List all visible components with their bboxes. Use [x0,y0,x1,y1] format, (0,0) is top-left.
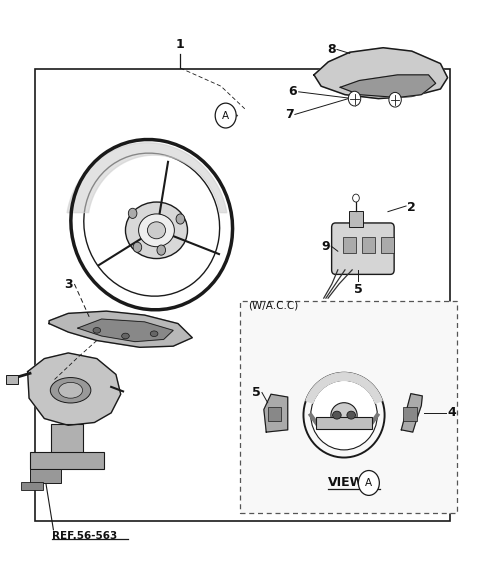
Ellipse shape [311,381,377,450]
Polygon shape [306,373,382,403]
Circle shape [215,103,236,128]
Text: 2: 2 [407,201,416,214]
Polygon shape [49,311,192,347]
Ellipse shape [150,331,158,337]
Bar [6,375,18,384]
Text: 4: 4 [447,406,456,419]
FancyBboxPatch shape [332,223,394,274]
Bar [381,237,394,253]
Circle shape [389,93,401,107]
Circle shape [133,242,142,252]
Ellipse shape [347,411,356,419]
Bar [35,69,450,521]
Ellipse shape [50,378,91,403]
Circle shape [353,194,360,202]
Polygon shape [401,394,422,432]
Polygon shape [340,75,436,98]
Bar [349,211,363,227]
Ellipse shape [139,214,174,247]
Polygon shape [78,319,173,342]
Bar [362,237,375,253]
Ellipse shape [93,328,101,333]
Bar [343,237,356,253]
Text: 8: 8 [327,43,336,56]
Text: 1: 1 [176,37,185,51]
Ellipse shape [125,202,188,258]
Bar [268,407,281,421]
Text: 9: 9 [321,240,330,253]
Bar [51,424,83,454]
Ellipse shape [147,222,166,239]
Ellipse shape [333,411,341,419]
Bar [30,469,61,483]
Text: 6: 6 [288,85,297,98]
Ellipse shape [59,382,83,398]
Circle shape [348,91,361,106]
Text: A: A [365,478,372,488]
Bar [403,407,417,421]
Circle shape [128,208,137,219]
Text: A: A [222,111,229,120]
Ellipse shape [331,403,357,428]
Polygon shape [67,143,227,213]
Bar [240,301,457,513]
Text: (W/A.C.C): (W/A.C.C) [249,300,299,311]
Ellipse shape [121,333,129,339]
Circle shape [176,214,185,224]
Text: 7: 7 [285,108,293,121]
Bar [30,453,104,469]
Polygon shape [264,394,288,432]
Bar [316,417,372,429]
Bar [22,482,43,490]
Text: 5: 5 [354,283,363,296]
Text: REF.56-563: REF.56-563 [52,531,118,541]
Polygon shape [28,353,120,425]
Circle shape [157,245,166,255]
Ellipse shape [84,153,220,296]
Polygon shape [314,48,447,99]
Text: VIEW: VIEW [328,477,365,490]
Text: 3: 3 [64,278,73,290]
Text: 5: 5 [252,386,261,399]
Circle shape [359,470,379,495]
